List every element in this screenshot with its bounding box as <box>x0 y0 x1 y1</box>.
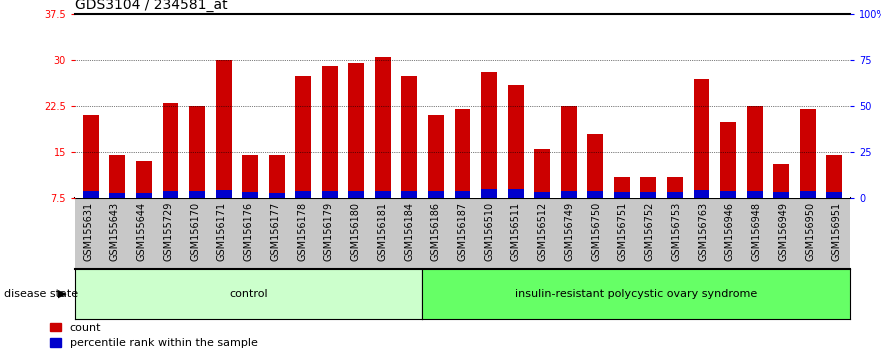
Bar <box>83 191 99 198</box>
Bar <box>189 192 205 198</box>
Bar <box>216 190 232 198</box>
Bar <box>269 193 285 198</box>
Bar <box>826 192 842 198</box>
Bar <box>534 149 550 198</box>
Text: GSM156170: GSM156170 <box>190 202 200 261</box>
Text: GSM156948: GSM156948 <box>751 202 761 261</box>
Bar <box>348 191 364 198</box>
Legend: count, percentile rank within the sample: count, percentile rank within the sample <box>49 322 257 348</box>
Text: GSM156176: GSM156176 <box>244 202 254 261</box>
Text: control: control <box>229 289 268 299</box>
Bar <box>109 155 125 198</box>
Bar <box>826 155 842 198</box>
Text: GSM156171: GSM156171 <box>217 202 227 261</box>
Text: GSM156951: GSM156951 <box>832 202 842 261</box>
Text: GSM156949: GSM156949 <box>778 202 788 261</box>
Text: disease state: disease state <box>4 289 78 299</box>
Text: ▶: ▶ <box>57 289 66 299</box>
Bar <box>428 115 444 198</box>
Bar <box>348 63 364 198</box>
Bar <box>588 192 603 198</box>
Bar <box>507 85 523 198</box>
Bar <box>746 106 763 198</box>
Bar <box>800 109 816 198</box>
Bar <box>402 75 418 198</box>
Bar <box>242 192 258 198</box>
Text: GSM156179: GSM156179 <box>324 202 334 261</box>
Bar <box>800 191 816 198</box>
Text: GSM156749: GSM156749 <box>565 202 574 261</box>
Bar <box>614 192 630 198</box>
Text: GSM156177: GSM156177 <box>270 202 280 261</box>
Bar <box>428 192 444 198</box>
Bar <box>667 192 683 198</box>
Bar <box>189 106 205 198</box>
Bar <box>295 191 311 198</box>
Text: GSM155631: GSM155631 <box>83 202 93 261</box>
Text: GSM156751: GSM156751 <box>618 202 628 261</box>
Bar <box>534 192 550 198</box>
Bar <box>614 177 630 198</box>
Bar <box>375 191 391 198</box>
Bar <box>561 191 577 198</box>
Bar <box>402 191 418 198</box>
Text: GSM156511: GSM156511 <box>511 202 521 261</box>
Text: GSM156763: GSM156763 <box>698 202 708 261</box>
Bar <box>455 109 470 198</box>
Text: GSM155729: GSM155729 <box>164 202 174 261</box>
Bar <box>640 177 656 198</box>
Bar <box>720 191 736 198</box>
Bar <box>561 106 577 198</box>
Bar <box>774 192 789 198</box>
Text: GSM156753: GSM156753 <box>671 202 681 261</box>
Bar <box>640 192 656 198</box>
Text: GSM156178: GSM156178 <box>297 202 307 261</box>
Text: insulin-resistant polycystic ovary syndrome: insulin-resistant polycystic ovary syndr… <box>515 289 758 299</box>
Bar <box>481 73 497 198</box>
Text: GSM156180: GSM156180 <box>351 202 360 261</box>
Bar <box>720 121 736 198</box>
Text: GSM156510: GSM156510 <box>485 202 494 261</box>
Bar <box>375 57 391 198</box>
Text: GSM156181: GSM156181 <box>377 202 388 261</box>
Bar <box>242 155 258 198</box>
Text: GSM155643: GSM155643 <box>110 202 120 261</box>
Bar <box>162 103 179 198</box>
Bar <box>136 161 152 198</box>
Bar <box>322 66 337 198</box>
Bar <box>693 79 709 198</box>
Bar <box>162 192 179 198</box>
Bar <box>109 193 125 198</box>
Bar <box>269 155 285 198</box>
Bar <box>746 191 763 198</box>
Bar <box>774 165 789 198</box>
Text: GSM156946: GSM156946 <box>725 202 735 261</box>
Text: GSM156752: GSM156752 <box>645 202 655 261</box>
Bar <box>136 193 152 198</box>
Text: GSM155644: GSM155644 <box>137 202 147 261</box>
Text: GSM156186: GSM156186 <box>431 202 440 261</box>
Bar <box>588 134 603 198</box>
Bar <box>507 189 523 198</box>
Text: GSM156187: GSM156187 <box>457 202 468 261</box>
Text: GSM156512: GSM156512 <box>537 202 548 261</box>
Text: GSM156184: GSM156184 <box>404 202 414 261</box>
Text: GSM156950: GSM156950 <box>805 202 815 261</box>
Bar <box>322 191 337 198</box>
Bar <box>481 189 497 198</box>
Bar <box>693 190 709 198</box>
Bar <box>216 60 232 198</box>
Bar <box>455 191 470 198</box>
Text: GDS3104 / 234581_at: GDS3104 / 234581_at <box>75 0 227 12</box>
Bar <box>295 75 311 198</box>
Text: GSM156750: GSM156750 <box>591 202 601 261</box>
Bar <box>667 177 683 198</box>
Bar <box>83 115 99 198</box>
